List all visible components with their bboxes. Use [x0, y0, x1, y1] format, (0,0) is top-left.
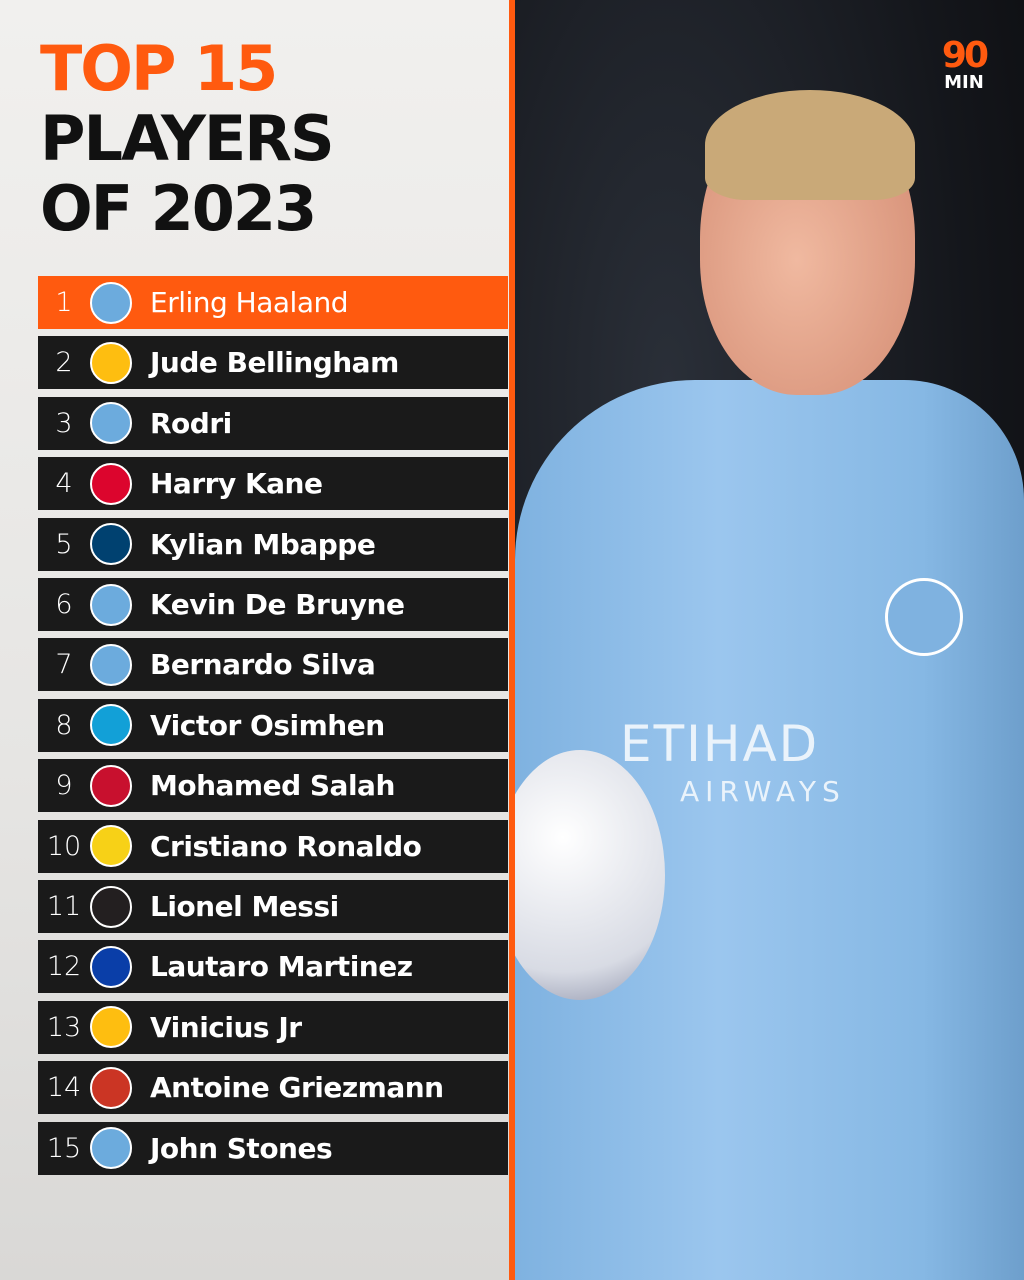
- player-row: 13 Vinicius Jr: [38, 1000, 508, 1054]
- rank: 2: [55, 347, 73, 379]
- player-row: 7 Bernardo Silva: [38, 638, 508, 692]
- player-row: 6 Kevin De Bruyne: [38, 578, 508, 631]
- title-line-1: TOP 15: [40, 32, 278, 105]
- inter-miami-crest-icon: [90, 885, 132, 928]
- ranking-panel: TOP 15 PLAYERS OF 2023 1 Erling Haaland 2…: [0, 0, 509, 1280]
- rank: 13: [46, 1011, 82, 1043]
- player-name: Kylian Mbappe: [150, 527, 376, 561]
- napoli-crest-icon: [90, 704, 132, 747]
- rank: 3: [55, 407, 73, 439]
- player-row: 1 Erling Haaland: [38, 276, 508, 329]
- rank: 8: [55, 709, 73, 741]
- player-name: Cristiano Ronaldo: [150, 829, 422, 863]
- player-name: Jude Bellingham: [150, 346, 399, 380]
- manchester-city-crest-icon: [90, 281, 132, 324]
- rank: 6: [55, 589, 73, 620]
- player-row: 14 Antoine Griezmann: [38, 1061, 508, 1115]
- manchester-city-crest-icon: [90, 643, 132, 686]
- logo-number: 90: [941, 35, 989, 76]
- player-row: 12 Lautaro Martinez: [38, 940, 508, 994]
- rank: 4: [55, 468, 73, 500]
- rank: 5: [55, 528, 73, 560]
- player-name: Antoine Griezmann: [150, 1071, 444, 1105]
- sponsor-subtext: AIRWAYS: [680, 775, 846, 808]
- rank: 14: [46, 1072, 82, 1104]
- manchester-city-crest-icon: [90, 1127, 132, 1170]
- liverpool-crest-icon: [90, 764, 132, 807]
- manchester-city-crest-icon: [90, 583, 132, 626]
- player-name: Lautaro Martinez: [150, 950, 413, 984]
- real-madrid-crest-icon: [90, 1006, 132, 1049]
- player-name: Erling Haaland: [150, 286, 349, 319]
- manchester-city-crest-icon: [90, 402, 132, 445]
- player-name: Kevin De Bruyne: [150, 588, 405, 621]
- player-name: Harry Kane: [150, 467, 323, 501]
- rank: 15: [46, 1132, 82, 1164]
- rank: 1: [55, 287, 73, 318]
- player-name: Rodri: [150, 406, 232, 440]
- rank: 10: [46, 830, 82, 862]
- real-madrid-crest-icon: [90, 341, 132, 384]
- 90min-logo: 90 MIN: [941, 35, 989, 93]
- player-name: Bernardo Silva: [150, 648, 376, 682]
- football-icon: [515, 750, 665, 1000]
- player-row: 2 Jude Bellingham: [38, 336, 508, 390]
- title-line-2: PLAYERS: [40, 102, 335, 175]
- player-row: 8 Victor Osimhen: [38, 698, 508, 752]
- logo-word: MIN: [944, 72, 984, 93]
- rank: 11: [46, 891, 82, 922]
- player-name: Mohamed Salah: [150, 769, 395, 803]
- player-row: 3 Rodri: [38, 396, 508, 450]
- rank: 12: [46, 951, 82, 983]
- rank: 7: [55, 649, 73, 681]
- sponsor-text: ETIHAD: [620, 715, 820, 773]
- player-row: 10 Cristiano Ronaldo: [38, 819, 508, 873]
- player-row: 5 Kylian Mbappe: [38, 517, 508, 571]
- player-row: 9 Mohamed Salah: [38, 759, 508, 813]
- player-photo: ETIHAD AIRWAYS: [515, 0, 1024, 1280]
- title-line-3: OF 2023: [40, 172, 317, 245]
- al-nassr-crest-icon: [90, 825, 132, 868]
- bayern-munich-crest-icon: [90, 462, 132, 505]
- player-row: 11 Lionel Messi: [38, 880, 508, 933]
- player-name: Victor Osimhen: [150, 708, 385, 742]
- inter-milan-crest-icon: [90, 945, 132, 988]
- psg-crest-icon: [90, 523, 132, 566]
- rank: 9: [55, 770, 73, 802]
- player-hair: [705, 90, 915, 200]
- player-row: 4 Harry Kane: [38, 457, 508, 511]
- player-name: John Stones: [150, 1131, 333, 1165]
- divider: [509, 0, 515, 1280]
- player-name: Lionel Messi: [150, 890, 339, 923]
- atletico-madrid-crest-icon: [90, 1066, 132, 1109]
- player-name: Vinicius Jr: [150, 1010, 302, 1044]
- player-row: 15 John Stones: [38, 1121, 508, 1175]
- club-badge-icon: [885, 578, 963, 656]
